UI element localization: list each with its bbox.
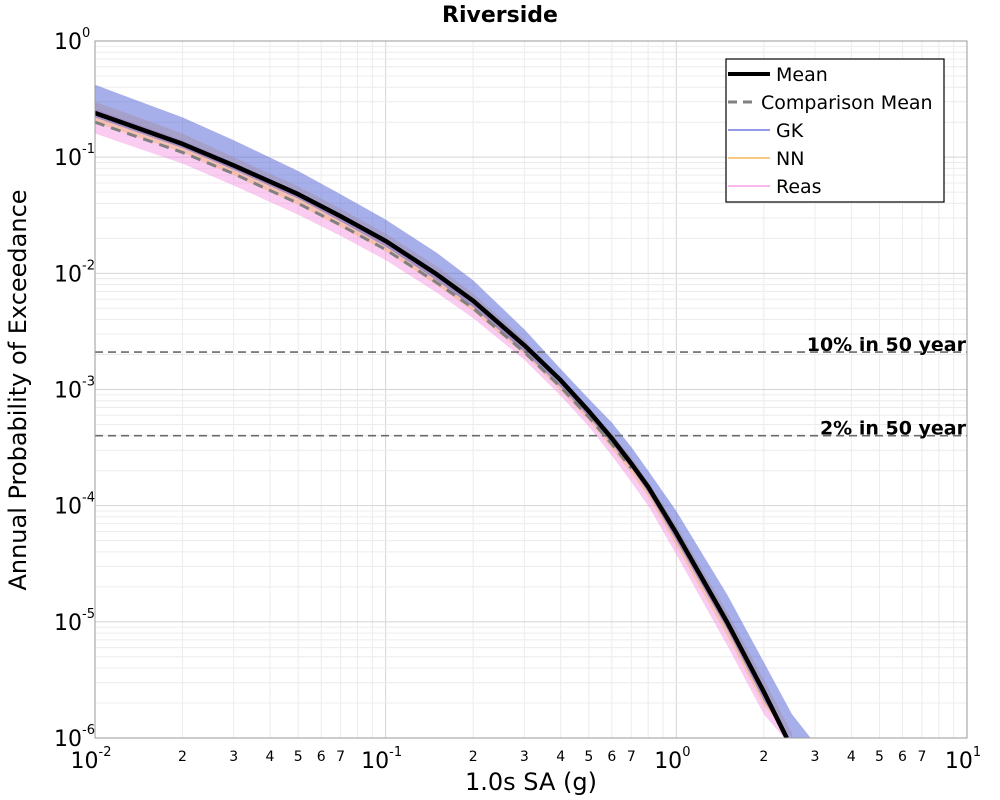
x-minor-tick-label: 2 [178, 749, 187, 765]
y-tick-labels: 100 10-1 10-2 10-3 10-4 10-5 10-6 [54, 26, 95, 752]
x-minor-tick-label: 2 [759, 749, 768, 765]
y-axis-label: Annual Probability of Exceedance [4, 189, 32, 590]
y-tick-label: 100 [54, 26, 90, 55]
x-minor-tick-label: 5 [584, 749, 593, 765]
x-minor-tick-label: 5 [294, 749, 303, 765]
y-tick-label: 10-2 [54, 258, 95, 287]
x-minor-tick-label: 5 [875, 749, 884, 765]
x-minor-tick-label: 7 [627, 749, 636, 765]
legend-label-nn: NN [776, 148, 804, 170]
x-minor-tick-label: 3 [520, 749, 529, 765]
reference-line-label: 10% in 50 year [807, 334, 967, 356]
x-minor-tick-label: 6 [317, 749, 326, 765]
legend-label-comparison-mean: Comparison Mean [761, 92, 933, 114]
comparison-mean-line [95, 120, 633, 470]
x-minor-tick-label: 3 [229, 749, 238, 765]
x-tick-label: 101 [945, 745, 981, 774]
mean-curves [95, 110, 789, 738]
legend-label-mean: Mean [776, 64, 828, 86]
legend-label-reas: Reas [776, 176, 822, 198]
y-tick-label: 10-5 [54, 607, 95, 636]
x-minor-tick-label: 4 [266, 749, 275, 765]
reference-line-label: 2% in 50 year [820, 418, 967, 440]
y-tick-label: 10-3 [54, 375, 95, 404]
x-axis-label: 1.0s SA (g) [465, 768, 597, 796]
x-tick-label: 10-1 [361, 745, 402, 774]
x-minor-tick-label: 4 [847, 749, 856, 765]
plot-frame [94, 40, 968, 739]
x-minor-tick-label: 6 [898, 749, 907, 765]
x-minor-tick-label: 2 [469, 749, 478, 765]
x-tick-label: 100 [654, 745, 690, 774]
x-minor-tick-label: 3 [811, 749, 820, 765]
y-tick-label: 10-4 [54, 491, 95, 520]
x-minor-tick-label: 7 [336, 749, 345, 765]
x-tick-label: 10-2 [71, 745, 112, 774]
x-minor-tick-label: 4 [556, 749, 565, 765]
x-minor-tick-label: 7 [918, 749, 927, 765]
legend: Mean Comparison Mean GK NN Reas [725, 58, 945, 203]
mean-line [95, 110, 789, 738]
y-tick-label: 10-1 [54, 142, 95, 171]
y-tick-label: 10-6 [54, 723, 95, 752]
x-minor-tick-label: 6 [607, 749, 616, 765]
chart-title: Riverside [442, 3, 558, 28]
legend-label-gk: GK [776, 120, 804, 142]
